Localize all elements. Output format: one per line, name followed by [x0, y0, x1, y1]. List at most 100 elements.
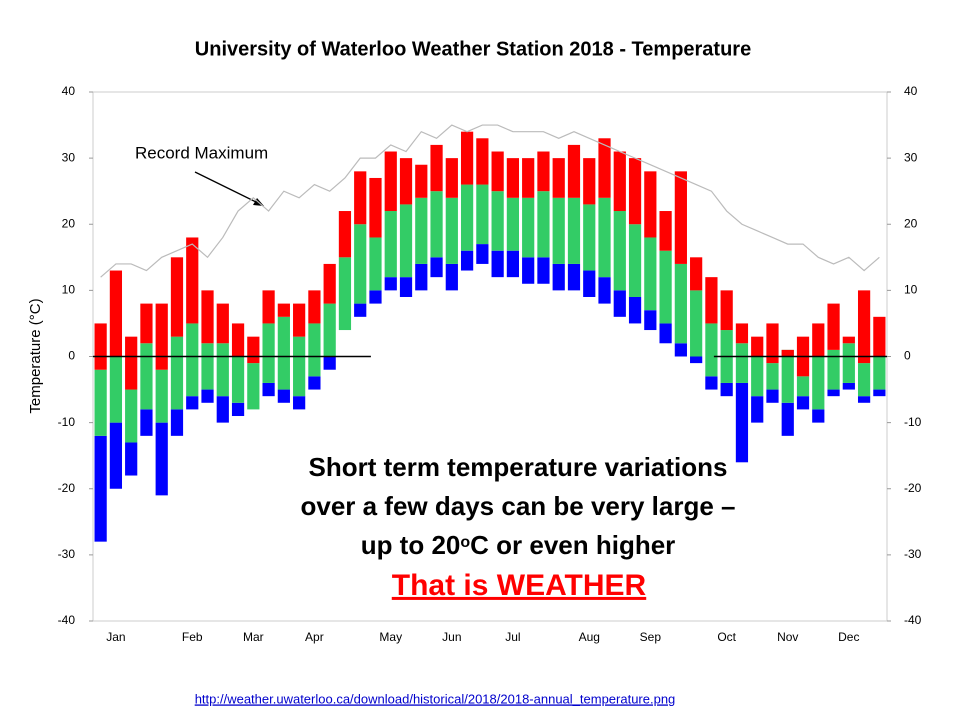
temp-bar-segment: [369, 177, 382, 238]
temp-bar-segment: [293, 303, 306, 337]
emphasis: That is WEATHER: [392, 569, 647, 602]
temp-bar-segment: [720, 290, 733, 331]
temp-bar-segment: [109, 270, 123, 357]
temp-bar-segment: [140, 409, 153, 436]
message-line: over a few days can be very large –: [300, 491, 735, 521]
temp-bar-segment: [751, 396, 764, 423]
temp-bar-segment: [628, 158, 642, 225]
temp-bar-segment: [155, 422, 168, 496]
temp-bar-segment: [323, 356, 336, 370]
temp-bar-segment: [613, 211, 626, 291]
temp-bar-segment: [125, 442, 138, 476]
temp-bar-segment: [491, 151, 504, 192]
temp-bar-segment: [537, 151, 550, 192]
annotation: Record Maximum: [135, 143, 268, 162]
temp-bar-segment: [170, 336, 184, 410]
temp-bar-segment: [445, 158, 458, 198]
y2-tick-label: -20: [904, 481, 922, 495]
temp-bar-segment: [170, 409, 184, 436]
y-tick-label: 20: [62, 216, 76, 230]
temp-bar-segment: [690, 290, 703, 357]
x-tick-label: Dec: [838, 630, 859, 644]
temp-bar-segment: [812, 356, 825, 410]
temp-bar-segment: [705, 323, 718, 377]
source-link[interactable]: http://weather.uwaterloo.ca/download/his…: [195, 691, 676, 706]
temp-bar-segment: [186, 237, 199, 324]
temp-bar-segment: [842, 336, 855, 344]
temp-bar-segment: [766, 323, 779, 364]
y-tick-label: 10: [62, 283, 76, 297]
temp-bar-segment: [201, 343, 214, 390]
temp-bar-segment: [384, 277, 397, 291]
temp-bar-segment: [735, 382, 749, 463]
temp-bar-segment: [796, 376, 810, 397]
temp-bar-segment: [140, 343, 153, 410]
message-part: up to 20: [361, 530, 461, 560]
temp-bar-segment: [751, 336, 764, 357]
temp-bar-segment: [857, 396, 871, 403]
temp-bar-segment: [277, 303, 290, 317]
temp-bar-segment: [308, 323, 321, 377]
temp-bar-segment: [308, 376, 321, 390]
y-tick-label: -40: [58, 613, 76, 627]
temp-bar-segment: [277, 316, 290, 390]
record-max-line: [100, 124, 880, 278]
temp-bar-segment: [522, 257, 535, 284]
y2-tick-label: 20: [904, 216, 918, 230]
temp-bar-segment: [537, 257, 550, 284]
temp-bar-segment: [705, 277, 718, 324]
y2-tick-label: -30: [904, 547, 922, 561]
temp-bar-segment: [262, 290, 275, 324]
x-tick-label: May: [379, 630, 402, 644]
temp-bar-segment: [186, 323, 199, 397]
temp-bar-segment: [659, 323, 672, 344]
temp-bar-segment: [827, 303, 840, 350]
temp-bar-segment: [216, 303, 229, 344]
temp-bar-segment: [445, 263, 458, 291]
x-tick-label: Jul: [505, 630, 520, 644]
temp-bar-segment: [827, 349, 840, 390]
temp-bar-segment: [155, 369, 168, 423]
temp-bar-segment: [415, 164, 428, 198]
temp-bar-segment: [262, 382, 275, 397]
temp-bar-segment: [598, 197, 611, 278]
temp-bar-segment: [583, 204, 596, 271]
temp-bar-segment: [354, 303, 367, 317]
temp-bar-segment: [476, 138, 489, 185]
temp-bar-segment: [293, 396, 306, 410]
temp-bar-segment: [644, 171, 657, 238]
temp-bar-segment: [644, 310, 657, 331]
x-tick-label: Oct: [717, 630, 736, 644]
temp-bar-segment: [522, 158, 535, 198]
temp-bar-segment: [781, 349, 794, 357]
x-tick-label: Feb: [182, 630, 203, 644]
temp-bar-segment: [445, 197, 458, 264]
temp-bar-segment: [506, 250, 520, 278]
y2-tick-label: 0: [904, 349, 911, 363]
temp-bar-segment: [506, 197, 520, 251]
temp-bar-segment: [690, 356, 703, 364]
temp-bar-segment: [460, 184, 474, 251]
temp-bar-segment: [415, 197, 428, 264]
temp-bar-segment: [384, 151, 397, 212]
temp-bar-segment: [628, 296, 642, 324]
message-line: Short term temperature variations: [308, 452, 727, 482]
temp-bar-segment: [491, 191, 504, 251]
temp-bar-segment: [506, 158, 520, 198]
temp-bar-segment: [399, 277, 413, 297]
y2-tick-label: -10: [904, 415, 922, 429]
temp-bar-segment: [384, 211, 397, 278]
temp-bar-segment: [690, 257, 703, 291]
temp-bar-segment: [781, 402, 794, 436]
temp-bar-segment: [338, 257, 352, 331]
temp-bar-segment: [231, 356, 245, 403]
temp-bar-segment: [873, 356, 886, 390]
temp-bar-segment: [247, 363, 260, 410]
temp-bar-segment: [583, 270, 596, 297]
temp-bar-segment: [476, 244, 489, 264]
temp-bar-segment: [796, 396, 810, 410]
temp-bar-segment: [415, 263, 428, 291]
temp-bar-segment: [674, 263, 687, 344]
